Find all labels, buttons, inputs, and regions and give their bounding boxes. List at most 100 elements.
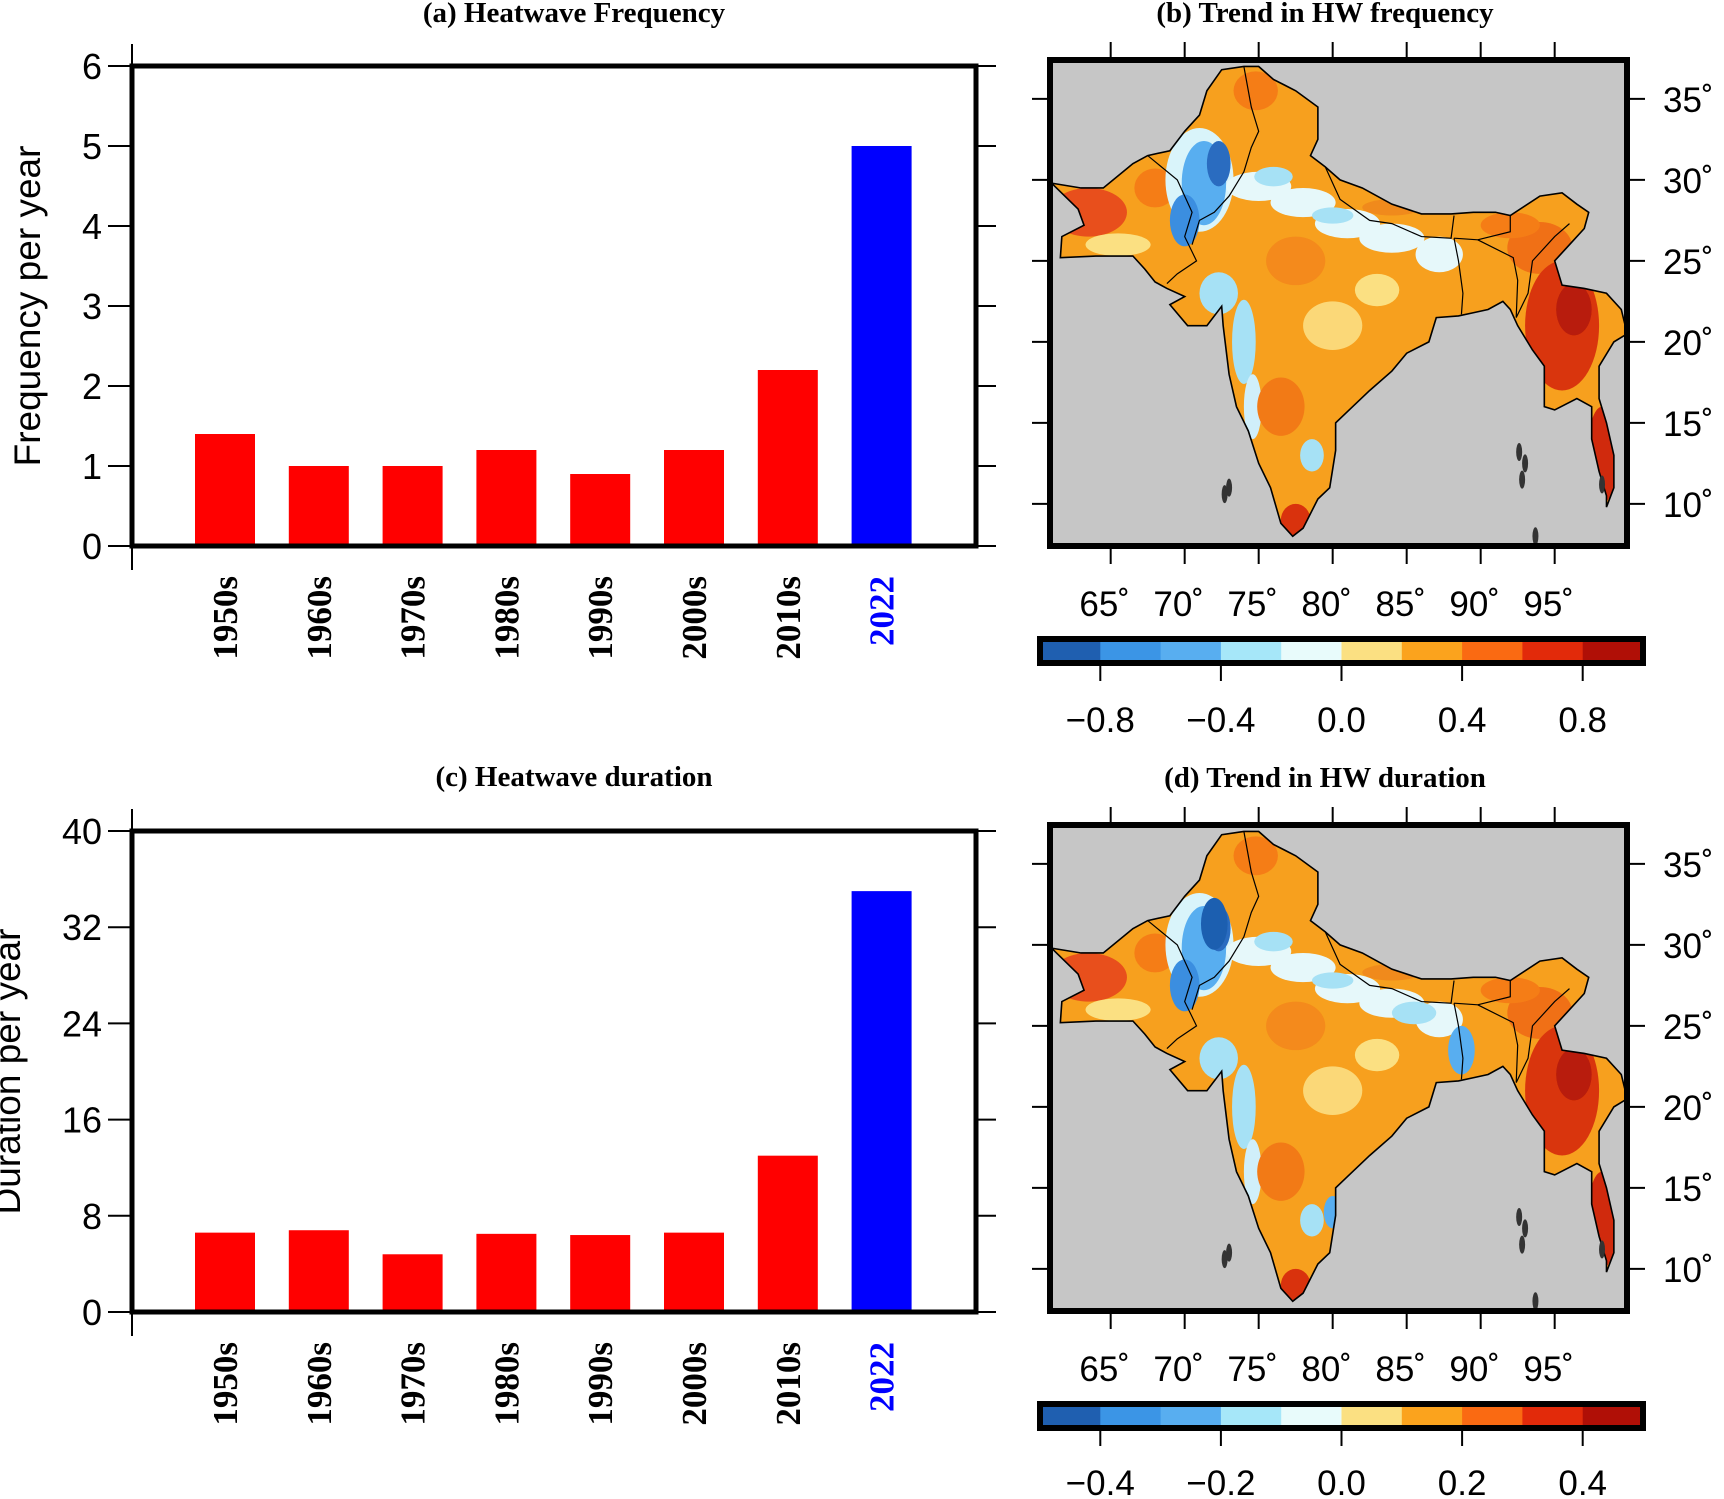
country-border: [1477, 239, 1519, 318]
island: [1516, 1208, 1523, 1227]
x-tick-label: 1980s: [487, 1342, 526, 1426]
longitude-label: 80˚: [1301, 585, 1352, 624]
country-border: [1515, 988, 1570, 1083]
trend-patch: [1233, 836, 1278, 876]
x-tick-label: 2010s: [769, 576, 808, 660]
y-tick-label: 0: [82, 1292, 102, 1333]
map-title: (b) Trend in HW frequency: [1156, 0, 1494, 29]
colorbar-label: 0.2: [1438, 1464, 1487, 1499]
trend-patch: [1085, 233, 1151, 257]
latitude-label: 25˚: [1663, 243, 1714, 282]
y-tick-label: 24: [62, 1003, 102, 1044]
island: [1519, 1235, 1526, 1254]
trend-patch: [1169, 194, 1200, 247]
country-border: [1453, 238, 1464, 315]
trend-patch: [1206, 141, 1231, 187]
bar-2022: [851, 146, 912, 546]
country-border: [1453, 1003, 1464, 1080]
trend-patch: [1257, 377, 1305, 436]
latitude-label: 25˚: [1663, 1008, 1714, 1047]
longitude-label: 65˚: [1079, 1350, 1130, 1389]
longitude-label: 90˚: [1449, 1350, 1500, 1389]
island: [1532, 527, 1539, 546]
longitude-label: 95˚: [1523, 1350, 1574, 1389]
latitude-label: 15˚: [1663, 405, 1714, 444]
trend-patch: [1134, 168, 1176, 208]
x-tick-label: 2010s: [769, 1342, 808, 1426]
longitude-label: 70˚: [1153, 585, 1204, 624]
country-border: [1191, 831, 1260, 1010]
latitude-label: 30˚: [1663, 927, 1714, 966]
y-tick-label: 8: [82, 1196, 102, 1237]
colorbar-swatch: [1281, 1404, 1342, 1428]
longitude-label: 70˚: [1153, 1350, 1204, 1389]
island: [1522, 454, 1529, 473]
x-tick-label: 2022: [863, 1342, 902, 1412]
colorbar-swatch: [1220, 639, 1282, 663]
colorbar-swatch: [1100, 639, 1162, 663]
bar-1960s: [288, 1230, 349, 1312]
trend-patch: [1169, 959, 1200, 1012]
chart-title: (a) Heatwave Frequency: [423, 0, 726, 29]
colorbar-label: 0.4: [1558, 1464, 1607, 1499]
colorbar-label: −0.4: [1066, 1464, 1135, 1499]
colorbar-swatch: [1040, 639, 1101, 663]
trend-patch: [1556, 1048, 1592, 1101]
x-tick-label: 1960s: [300, 1342, 339, 1426]
y-tick-label: 6: [82, 46, 102, 87]
trend-patch: [1266, 1001, 1326, 1051]
trend-patch: [1232, 1064, 1256, 1149]
colorbar-swatch: [1160, 1404, 1222, 1428]
country-border: [1147, 155, 1198, 284]
colorbar-swatch: [1160, 639, 1222, 663]
trend-patch: [1254, 166, 1293, 187]
trend-patch: [1311, 972, 1354, 989]
y-axis-label: Duration per year: [0, 929, 28, 1215]
colorbar-label: 0.4: [1438, 701, 1487, 740]
bar-1960s: [288, 466, 349, 546]
x-tick-label: 1980s: [487, 576, 526, 660]
x-tick-label: 1950s: [206, 576, 245, 660]
bar-2010s: [757, 1155, 818, 1312]
colorbar-swatch: [1040, 1404, 1101, 1428]
map-frame: [1047, 822, 1630, 1314]
trend-patch: [1233, 71, 1278, 111]
colorbar-label: −0.4: [1186, 701, 1255, 740]
bar-1970s: [382, 1254, 443, 1312]
latitude-label: 10˚: [1663, 486, 1714, 525]
island: [1226, 1243, 1233, 1262]
country-border: [1191, 66, 1260, 245]
chart-title: (c) Heatwave duration: [435, 761, 712, 793]
y-tick-label: 16: [62, 1100, 102, 1141]
bar-1950s: [195, 434, 255, 546]
panel-c-duration-bar-chart: (c) Heatwave duration 0 8 16 24 32 40 Duration …: [0, 761, 996, 1426]
panel-d-duration-trend-map: (d) Trend in HW duration 65˚ 70˚ 75˚ 80˚ 85˚ 9…: [1032, 762, 1714, 1499]
y-tick-label: 40: [62, 811, 102, 852]
latitude-label: 30˚: [1663, 162, 1714, 201]
colorbar-label: −0.2: [1186, 1464, 1255, 1499]
latitude-label: 10˚: [1663, 1251, 1714, 1290]
x-tick-label: 2000s: [675, 1342, 714, 1426]
y-tick-label: 1: [82, 446, 102, 487]
x-tick-label: 2000s: [675, 576, 714, 660]
x-tick-label: 2022: [863, 576, 902, 646]
x-tick-label: 1950s: [206, 1342, 245, 1426]
trend-patch: [1311, 207, 1354, 224]
coastline: [1049, 830, 1629, 1303]
colorbar-swatch: [1341, 639, 1403, 663]
bar-1970s: [382, 466, 443, 546]
y-tick-label: 2: [82, 366, 102, 407]
bar-1980s: [476, 1233, 537, 1312]
plot-frame: [129, 63, 979, 549]
longitude-label: 75˚: [1227, 1350, 1278, 1389]
trend-patch: [1303, 1066, 1363, 1115]
country-border: [1453, 215, 1511, 241]
trend-patch: [1085, 998, 1151, 1022]
trend-patch: [1134, 933, 1176, 973]
country-border: [1477, 1004, 1519, 1083]
country-border: [1324, 166, 1455, 239]
x-tick-label: 1960s: [300, 576, 339, 660]
country-border: [1147, 920, 1198, 1049]
y-tick-label: 4: [82, 206, 102, 247]
